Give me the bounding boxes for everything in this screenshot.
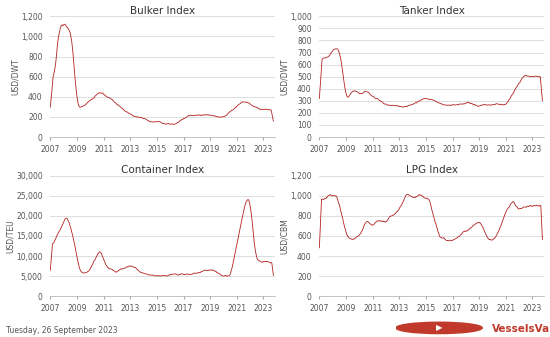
Text: VesselsValue: VesselsValue <box>492 324 550 334</box>
Title: Tanker Index: Tanker Index <box>399 5 465 16</box>
Y-axis label: USD/DWT: USD/DWT <box>10 58 20 95</box>
Text: ▶: ▶ <box>436 324 442 332</box>
Y-axis label: USD/DWT: USD/DWT <box>279 58 289 95</box>
Title: LPG Index: LPG Index <box>406 165 458 175</box>
Circle shape <box>396 322 482 334</box>
Title: Bulker Index: Bulker Index <box>130 5 195 16</box>
Text: Tuesday, 26 September 2023: Tuesday, 26 September 2023 <box>6 326 117 335</box>
Title: Container Index: Container Index <box>122 165 205 175</box>
Y-axis label: USD/TEU: USD/TEU <box>6 219 14 253</box>
Y-axis label: USD/CBM: USD/CBM <box>279 218 289 254</box>
